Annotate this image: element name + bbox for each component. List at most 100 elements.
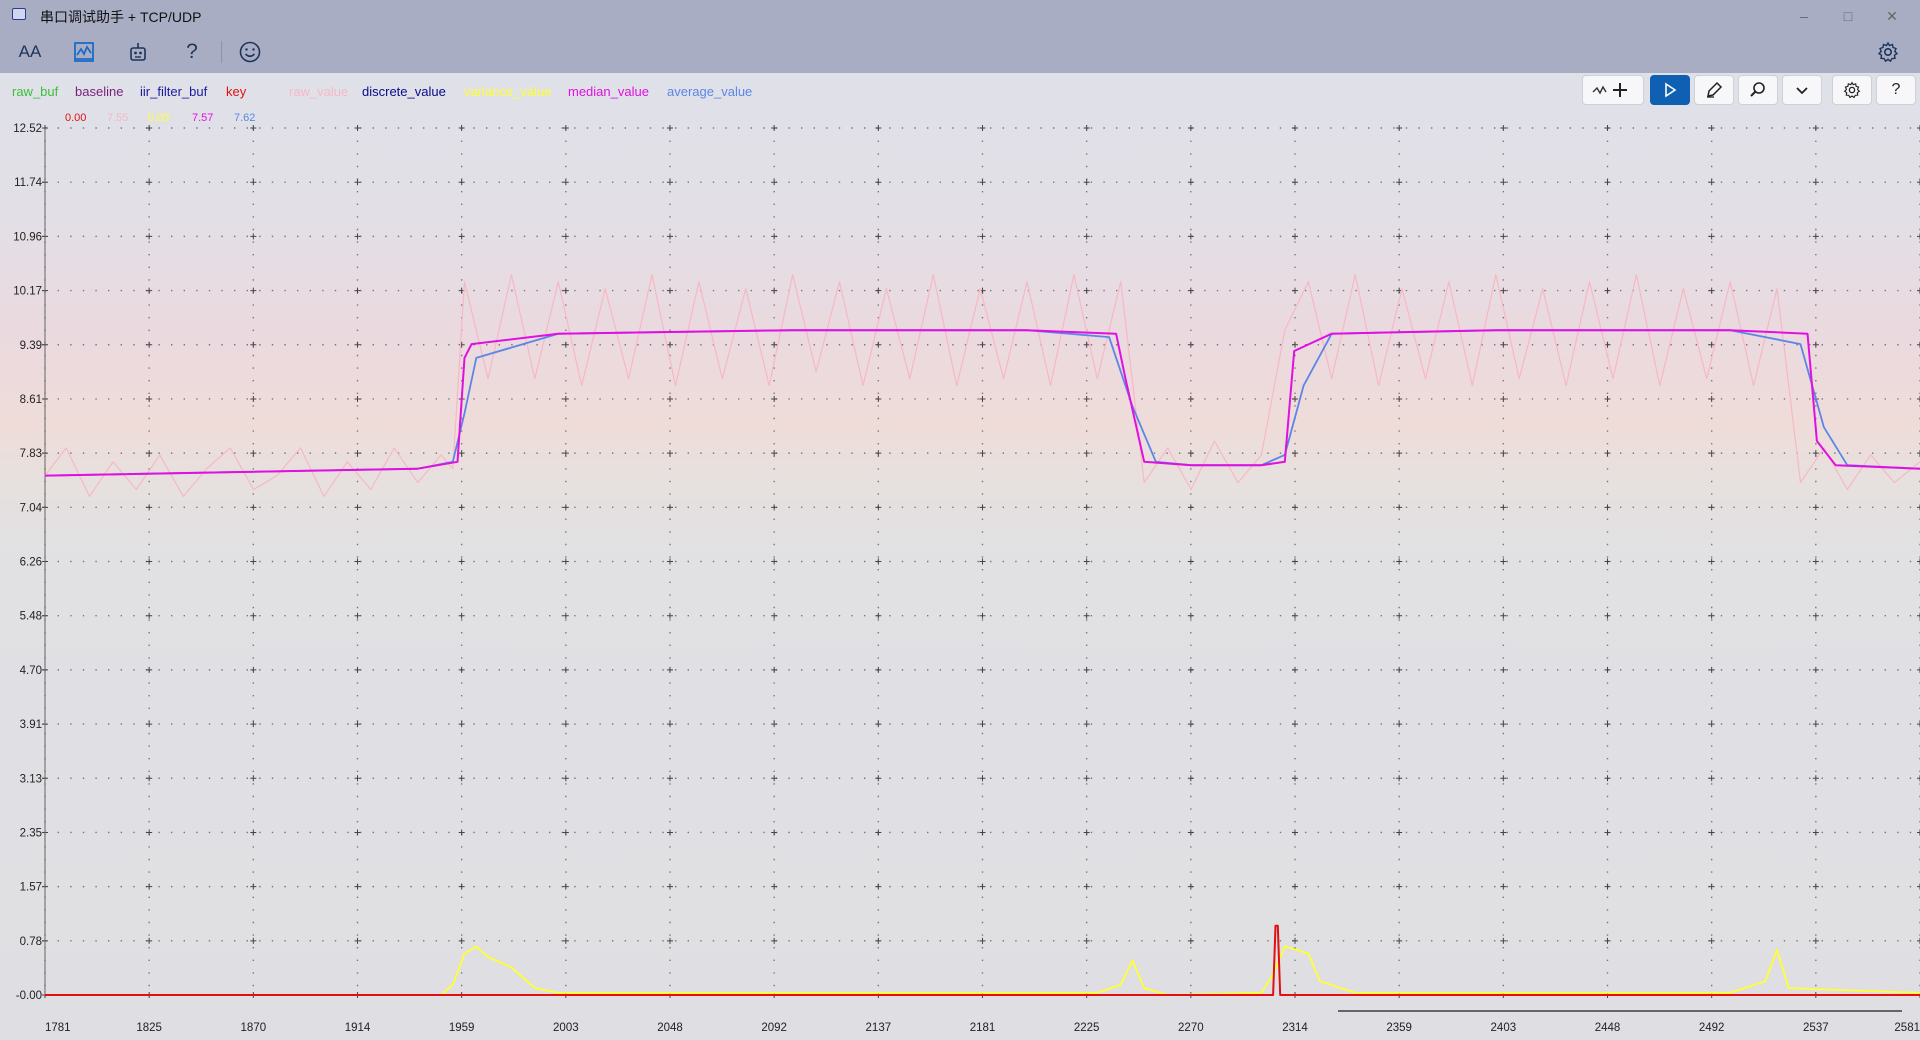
- grid-cross: [562, 883, 569, 890]
- grid-cross: [1292, 612, 1298, 619]
- grid-cross: [979, 179, 986, 186]
- y-tick-label: 0.78: [20, 936, 42, 948]
- chevron-down-icon[interactable]: [1782, 75, 1822, 105]
- grid-cross: [771, 395, 778, 402]
- grid-cross: [1812, 341, 1819, 348]
- grid-cross: [1187, 179, 1194, 186]
- x-tick-label: 2403: [1491, 1022, 1517, 1034]
- app-icon: [12, 8, 26, 20]
- grid-cross: [1812, 612, 1819, 619]
- series-line-raw-value: [44, 274, 1920, 497]
- grid-cross: [354, 666, 361, 673]
- grid-cross: [771, 125, 778, 131]
- grid-cross: [1083, 883, 1090, 890]
- gear-icon[interactable]: [1832, 75, 1872, 105]
- grid-cross: [146, 504, 153, 511]
- grid-cross: [771, 450, 778, 457]
- grid-cross: [146, 666, 153, 673]
- grid-cross: [562, 775, 569, 782]
- grid-cross: [146, 125, 153, 131]
- help-icon-glyph: ?: [186, 40, 198, 63]
- grid-cross: [1708, 395, 1715, 402]
- grid-cross: [979, 233, 986, 240]
- grid-cross: [458, 450, 465, 457]
- grid-cross: [667, 721, 673, 728]
- close-icon[interactable]: ✕: [1886, 8, 1898, 24]
- grid-cross: [667, 504, 673, 511]
- wave-add-icon[interactable]: [1582, 75, 1644, 105]
- legend-average-value[interactable]: average_value: [667, 84, 753, 99]
- legend-raw-buf[interactable]: raw_buf: [12, 84, 59, 99]
- grid-cross: [1187, 721, 1194, 728]
- x-tick-label: 2448: [1595, 1022, 1621, 1034]
- grid-cross: [354, 883, 361, 890]
- legend-variance-value[interactable]: variance_value: [464, 84, 552, 99]
- smiley-icon[interactable]: [232, 35, 268, 69]
- x-tick-label: 2537: [1803, 1022, 1829, 1034]
- x-scrollbar[interactable]: [1338, 1010, 1902, 1012]
- legend-iir-filter-buf[interactable]: iir_filter_buf: [140, 84, 208, 99]
- grid-cross: [979, 883, 986, 890]
- grid-cross: [250, 287, 257, 294]
- y-tick-label: 10.96: [13, 231, 42, 243]
- minimize-icon[interactable]: –: [1800, 8, 1808, 24]
- grid-cross: [1083, 937, 1090, 944]
- clear-icon[interactable]: [1694, 75, 1734, 105]
- legend-discrete-value[interactable]: discrete_value: [362, 84, 446, 99]
- grid-cross: [1708, 179, 1715, 186]
- legend-key[interactable]: key: [226, 84, 247, 99]
- grid-cross: [1917, 179, 1920, 186]
- plugin-icon[interactable]: [120, 35, 156, 69]
- font-icon[interactable]: AA: [12, 35, 48, 69]
- y-tick-label: 7.83: [20, 448, 42, 460]
- help-icon[interactable]: ?: [174, 35, 210, 69]
- grid-cross: [1083, 775, 1090, 782]
- grid-cross: [146, 721, 153, 728]
- legend-raw-value[interactable]: raw_value: [289, 84, 349, 99]
- grid-cross: [979, 504, 986, 511]
- y-tick-label: 12.52: [13, 123, 42, 135]
- grid-cross: [1187, 883, 1194, 890]
- grid-cross: [979, 666, 986, 673]
- grid-cross: [1604, 666, 1611, 673]
- waveform-icon[interactable]: [66, 35, 102, 69]
- grid-cross: [1083, 612, 1090, 619]
- grid-cross: [250, 883, 257, 890]
- grid-cross: [1187, 395, 1194, 402]
- plot-help-icon[interactable]: ?: [1876, 75, 1916, 105]
- settings-gear-icon[interactable]: [1870, 35, 1906, 69]
- grid-cross: [458, 125, 465, 131]
- grid-cross: [1917, 666, 1920, 673]
- plot-area[interactable]: [0, 73, 1920, 1040]
- grid-cross: [1604, 341, 1611, 348]
- zoom-icon[interactable]: [1738, 75, 1778, 105]
- grid-cross: [667, 612, 673, 619]
- grid-cross: [1083, 450, 1090, 457]
- grid-cross: [146, 937, 153, 944]
- plot-help-glyph: ?: [1891, 81, 1901, 98]
- grid-cross: [1812, 558, 1819, 565]
- grid-cross: [1917, 341, 1920, 348]
- x-tick-label: 1870: [241, 1022, 267, 1034]
- grid-cross: [875, 504, 882, 511]
- grid-cross: [1500, 341, 1507, 348]
- grid-cross: [458, 666, 465, 673]
- x-tick-label: 1825: [136, 1022, 162, 1034]
- grid-cross: [1083, 179, 1090, 186]
- grid-cross: [875, 179, 882, 186]
- grid-cross: [1708, 883, 1715, 890]
- play-icon[interactable]: [1650, 75, 1690, 105]
- grid-cross: [1187, 125, 1194, 131]
- grid-cross: [667, 125, 673, 131]
- grid-cross: [250, 125, 257, 131]
- grid-cross: [1396, 504, 1403, 511]
- legend-median-value[interactable]: median_value: [568, 84, 649, 99]
- y-tick-label: 9.39: [20, 340, 42, 352]
- grid-cross: [354, 450, 361, 457]
- grid-cross: [562, 829, 569, 836]
- grid-cross: [1187, 341, 1194, 348]
- maximize-icon[interactable]: □: [1843, 8, 1853, 24]
- legend-baseline[interactable]: baseline: [75, 84, 124, 99]
- grid-cross: [1396, 179, 1403, 186]
